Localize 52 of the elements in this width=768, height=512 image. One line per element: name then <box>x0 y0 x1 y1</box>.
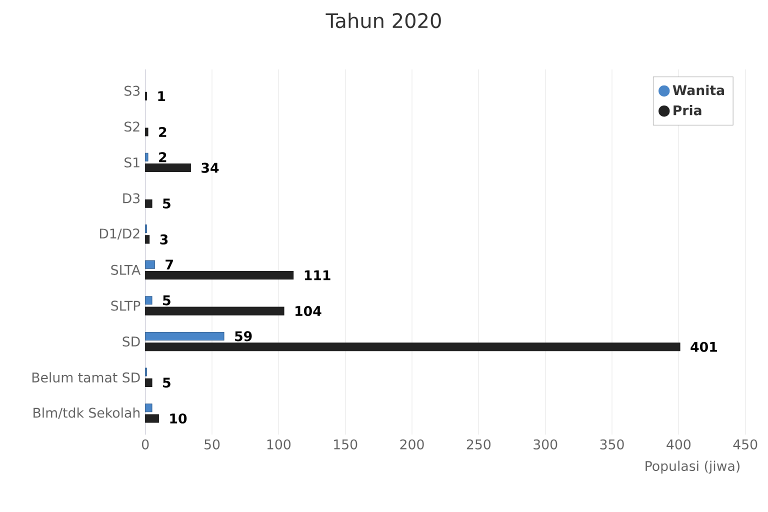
bar <box>145 342 680 352</box>
x-tick-label: 50 <box>204 439 220 450</box>
bar <box>145 260 155 269</box>
bar <box>145 296 152 305</box>
bar <box>145 152 148 162</box>
y-tick-label: Belum tamat SD <box>32 372 140 383</box>
data-label: 1 <box>158 91 166 102</box>
data-label: 5 <box>163 198 170 209</box>
bar <box>145 414 159 423</box>
data-label: 401 <box>690 342 717 352</box>
bar <box>145 128 148 136</box>
data-label: 59 <box>235 331 252 342</box>
x-tick-label: 300 <box>534 439 558 450</box>
data-label: 5 <box>163 295 170 306</box>
legend-label: Wanita <box>672 84 724 96</box>
y-tick-label: Blm/tdk Sekolah <box>34 407 140 419</box>
y-tick-label: SD <box>122 336 140 347</box>
bar <box>145 199 152 208</box>
x-tick-label: 0 <box>142 439 149 450</box>
chart-title: Tahun 2020 <box>326 12 441 28</box>
x-tick-label: 450 <box>733 439 758 450</box>
x-tick-label: 250 <box>466 439 491 450</box>
y-tick-label: S2 <box>124 122 140 132</box>
x-tick-label: 150 <box>334 439 358 450</box>
data-label: 5 <box>163 378 170 388</box>
data-label: 34 <box>202 162 219 173</box>
x-tick-label: 100 <box>267 439 291 450</box>
y-tick-label: D3 <box>123 193 140 204</box>
bar <box>145 404 152 412</box>
data-label: 2 <box>159 127 166 137</box>
legend-label: Pria <box>674 105 702 116</box>
data-label: 10 <box>170 413 187 424</box>
x-axis-title: Populasi (jiwa) <box>646 460 740 474</box>
y-tick-label: S3 <box>124 86 140 96</box>
bar <box>145 306 284 316</box>
y-tick-label: S1 <box>124 157 140 168</box>
data-label: 111 <box>304 270 330 280</box>
y-tick-label: SLTA <box>111 264 141 275</box>
data-label: 2 <box>159 152 166 162</box>
bar <box>145 378 152 387</box>
data-label: 104 <box>296 306 322 316</box>
y-tick-label: SLTP <box>111 300 140 311</box>
bar <box>145 164 191 172</box>
bar <box>145 235 150 244</box>
y-tick-label: D1/D2 <box>100 228 140 240</box>
data-label: 3 <box>160 234 168 244</box>
data-label: 7 <box>166 260 173 270</box>
bar <box>145 332 224 340</box>
x-tick-label: 400 <box>666 439 691 450</box>
bar <box>145 270 294 280</box>
x-tick-label: 200 <box>400 439 424 450</box>
x-tick-label: 350 <box>600 439 624 450</box>
